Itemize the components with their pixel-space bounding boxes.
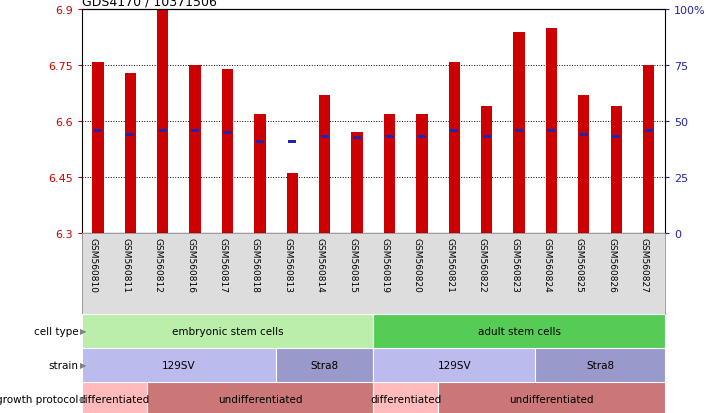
Bar xyxy=(579,133,588,136)
Bar xyxy=(515,130,523,133)
Text: GSM560813: GSM560813 xyxy=(283,237,292,292)
Bar xyxy=(535,348,665,382)
Bar xyxy=(82,382,146,413)
Bar xyxy=(159,130,167,133)
Text: GSM560823: GSM560823 xyxy=(510,237,519,292)
Bar xyxy=(256,141,264,144)
Text: GSM560825: GSM560825 xyxy=(574,237,584,292)
Bar xyxy=(222,70,233,233)
Bar xyxy=(547,130,555,133)
Bar xyxy=(612,135,620,138)
Text: ▶: ▶ xyxy=(80,360,87,369)
Text: differentiated: differentiated xyxy=(370,394,442,404)
Bar xyxy=(546,29,557,233)
Bar xyxy=(450,130,459,133)
Bar xyxy=(321,135,328,138)
Text: adult stem cells: adult stem cells xyxy=(478,326,560,336)
Text: GDS4170 / 10371506: GDS4170 / 10371506 xyxy=(82,0,217,8)
Bar xyxy=(157,10,169,233)
Text: Stra8: Stra8 xyxy=(586,360,614,370)
Text: GSM560822: GSM560822 xyxy=(478,237,486,292)
Bar xyxy=(191,130,199,133)
Bar xyxy=(353,137,361,140)
Text: GSM560811: GSM560811 xyxy=(122,237,130,292)
Bar xyxy=(643,66,654,233)
Text: embryonic stem cells: embryonic stem cells xyxy=(172,326,283,336)
Bar xyxy=(481,107,492,233)
Bar xyxy=(578,96,589,233)
Text: undifferentiated: undifferentiated xyxy=(218,394,302,404)
Bar xyxy=(449,62,460,233)
Bar xyxy=(385,135,393,138)
Bar xyxy=(483,135,491,138)
Text: undifferentiated: undifferentiated xyxy=(509,394,594,404)
Text: GSM560818: GSM560818 xyxy=(251,237,260,292)
Bar xyxy=(287,174,298,233)
Bar xyxy=(94,130,102,133)
Bar xyxy=(82,348,276,382)
Text: differentiated: differentiated xyxy=(78,394,150,404)
Text: GSM560826: GSM560826 xyxy=(607,237,616,292)
Text: growth protocol: growth protocol xyxy=(0,394,78,404)
Text: GSM560812: GSM560812 xyxy=(154,237,163,292)
Text: 129SV: 129SV xyxy=(437,360,471,370)
Bar xyxy=(146,382,373,413)
Bar xyxy=(373,382,438,413)
Bar xyxy=(513,33,525,233)
Bar xyxy=(373,348,535,382)
Text: GSM560827: GSM560827 xyxy=(640,237,648,292)
Text: GSM560814: GSM560814 xyxy=(316,237,325,292)
Bar xyxy=(82,314,373,348)
Bar xyxy=(373,314,665,348)
Text: ▶: ▶ xyxy=(80,394,87,403)
Bar xyxy=(127,133,134,136)
Text: GSM560816: GSM560816 xyxy=(186,237,195,292)
Text: GSM560817: GSM560817 xyxy=(218,237,228,292)
Text: strain: strain xyxy=(48,360,78,370)
Text: GSM560821: GSM560821 xyxy=(445,237,454,292)
Bar xyxy=(92,62,104,233)
Bar xyxy=(288,141,296,144)
Bar xyxy=(611,107,622,233)
Bar xyxy=(276,348,373,382)
Text: GSM560810: GSM560810 xyxy=(89,237,98,292)
Bar xyxy=(351,133,363,233)
Text: Stra8: Stra8 xyxy=(311,360,338,370)
Bar xyxy=(645,130,653,133)
Text: GSM560815: GSM560815 xyxy=(348,237,357,292)
Text: 129SV: 129SV xyxy=(162,360,196,370)
Bar xyxy=(418,135,426,138)
Text: GSM560824: GSM560824 xyxy=(542,237,552,292)
Text: GSM560819: GSM560819 xyxy=(380,237,390,292)
Bar xyxy=(384,114,395,233)
Bar xyxy=(189,66,201,233)
Bar xyxy=(438,382,665,413)
Bar xyxy=(319,96,331,233)
Bar xyxy=(416,114,427,233)
Text: GSM560820: GSM560820 xyxy=(413,237,422,292)
Bar xyxy=(255,114,266,233)
Bar xyxy=(124,74,136,233)
Bar xyxy=(223,131,232,135)
Text: ▶: ▶ xyxy=(80,326,87,335)
Text: cell type: cell type xyxy=(33,326,78,336)
